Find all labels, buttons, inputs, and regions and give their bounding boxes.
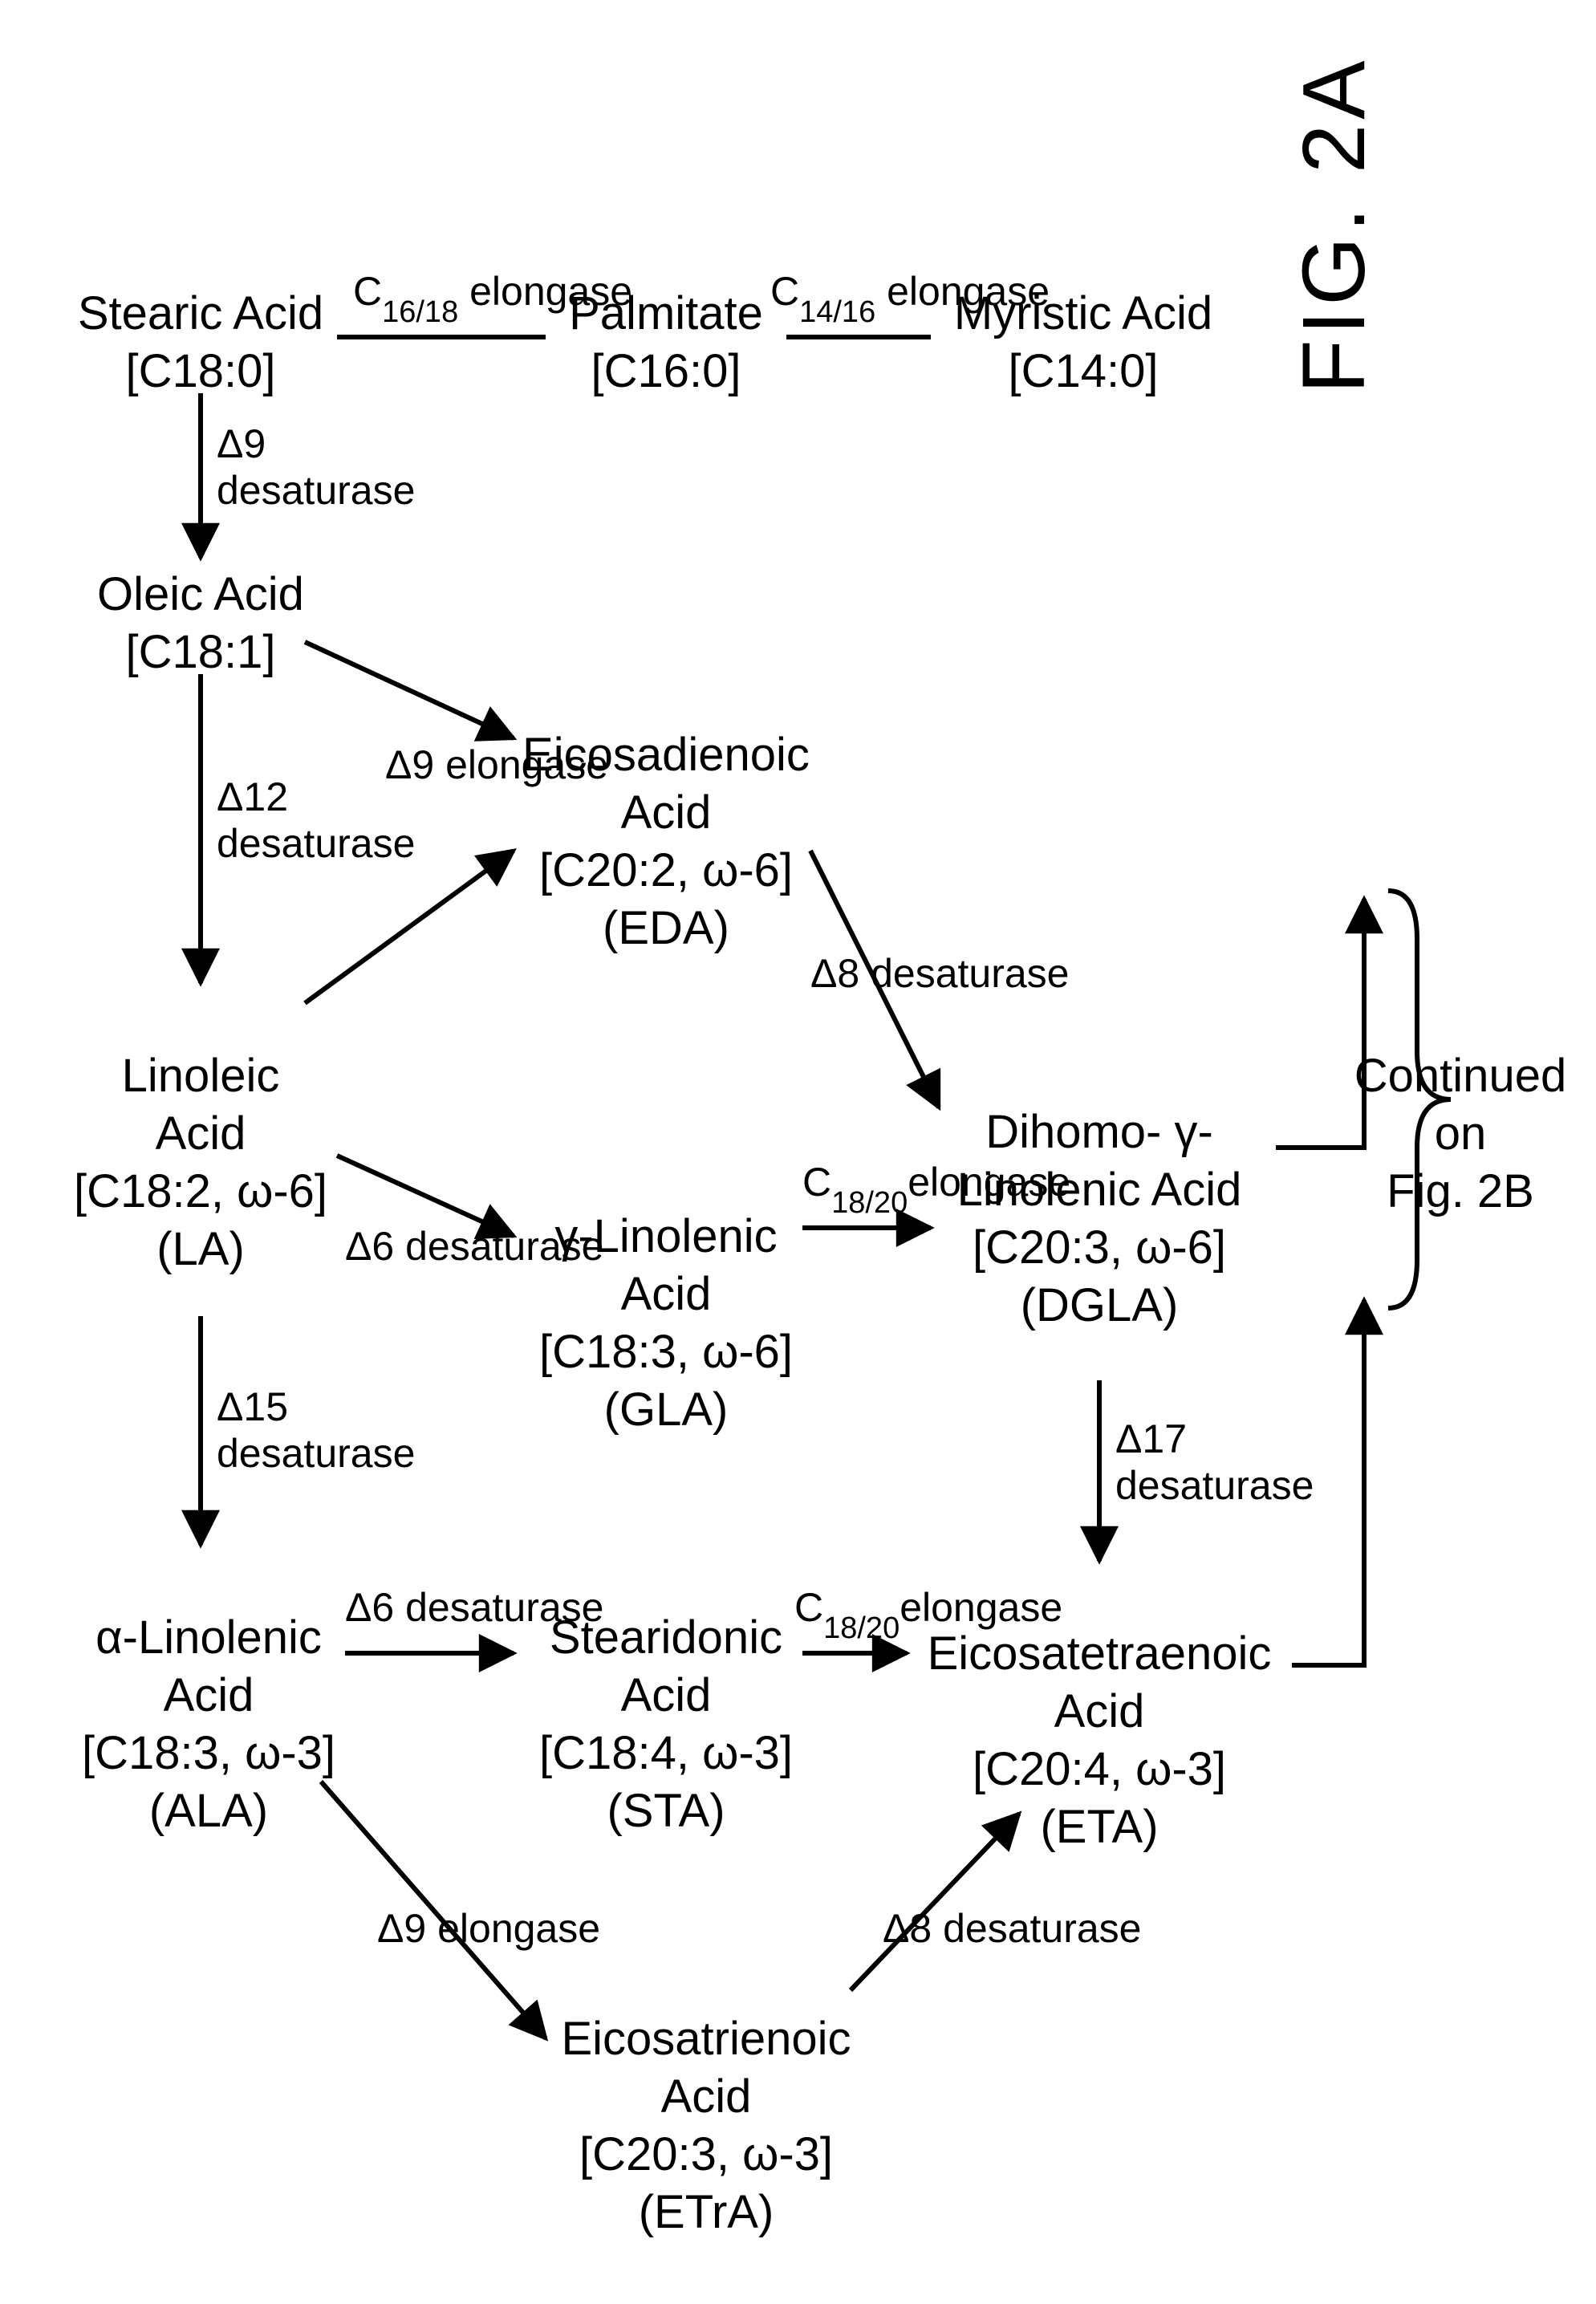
edge-label-etra-to-eta: Δ8 desaturase [883,1906,1142,1951]
node-dgla-label: Dihomo- γ-Linolenic Acid[C20:3, ω-6](DGL… [957,1106,1242,1331]
node-oleic-label: Oleic Acid[C18:1] [97,568,304,678]
node-stearic-label: Stearic Acid[C18:0] [78,287,323,397]
edge-label-linoleic-to-ala: Δ15desaturase [217,1384,415,1476]
node-etra-label: EicosatrienoicAcid[C20:3, ω-3](ETrA) [561,2013,851,2238]
node-oleic: Oleic Acid[C18:1] [97,568,304,678]
node-gla-label: γ-LinolenicAcid[C18:3, ω-6](GLA) [539,1210,793,1436]
node-continued-label: ContinuedonFig. 2B [1354,1050,1566,1217]
node-sta-label: StearidonicAcid[C18:4, ω-3](STA) [539,1611,793,1837]
edge-label-stearic-to-oleic: Δ9desaturase [217,421,415,513]
node-eta-label: EicosatetraenoicAcid[C20:4, ω-3](ETA) [928,1627,1272,1853]
node-etra: EicosatrienoicAcid[C20:3, ω-3](ETrA) [561,2013,851,2238]
diagram-canvas: C16/18 elongaseC14/16 elongaseΔ9desatura… [0,0,1596,2304]
node-sta: StearidonicAcid[C18:4, ω-3](STA) [539,1611,793,1837]
node-eta: EicosatetraenoicAcid[C20:4, ω-3](ETA) [928,1627,1272,1853]
node-eda-label: EicosadienoicAcid[C20:2, ω-6](EDA) [522,729,810,954]
edge-etra-to-eta [851,1814,1019,1990]
node-continued: ContinuedonFig. 2B [1354,1050,1566,1217]
node-stearic: Stearic Acid[C18:0] [78,287,323,397]
node-palmitate-label: Palmitate[C16:0] [569,287,763,397]
edge-label-oleic-to-linoleic: Δ12desaturase [217,774,415,866]
node-linoleic-label: LinoleicAcid[C18:2, ω-6](LA) [74,1050,327,1275]
node-ala: α-LinolenicAcid[C18:3, ω-3](ALA) [82,1611,335,1837]
figure-title: FIG. 2A [1285,56,1383,394]
edge-oleic-to-eda [305,642,514,738]
node-myristic-label: Myristic Acid[C14:0] [954,287,1212,397]
node-ala-label: α-LinolenicAcid[C18:3, ω-3](ALA) [82,1611,335,1837]
edge-linoleic-to-eda [305,851,514,1003]
outflow-arrow [1276,899,1364,1148]
edge-label-ala-to-etra: Δ9 elongase [377,1906,600,1951]
node-myristic: Myristic Acid[C14:0] [954,287,1212,397]
edge-label-dgla-to-eta: Δ17desaturase [1115,1416,1314,1508]
node-gla: γ-LinolenicAcid[C18:3, ω-6](GLA) [539,1210,793,1436]
node-eda: EicosadienoicAcid[C20:2, ω-6](EDA) [522,729,810,954]
node-dgla: Dihomo- γ-Linolenic Acid[C20:3, ω-6](DGL… [957,1106,1242,1331]
node-linoleic: LinoleicAcid[C18:2, ω-6](LA) [74,1050,327,1275]
edge-label-eda-to-dgla: Δ8 desaturase [810,951,1070,996]
node-palmitate: Palmitate[C16:0] [569,287,763,397]
